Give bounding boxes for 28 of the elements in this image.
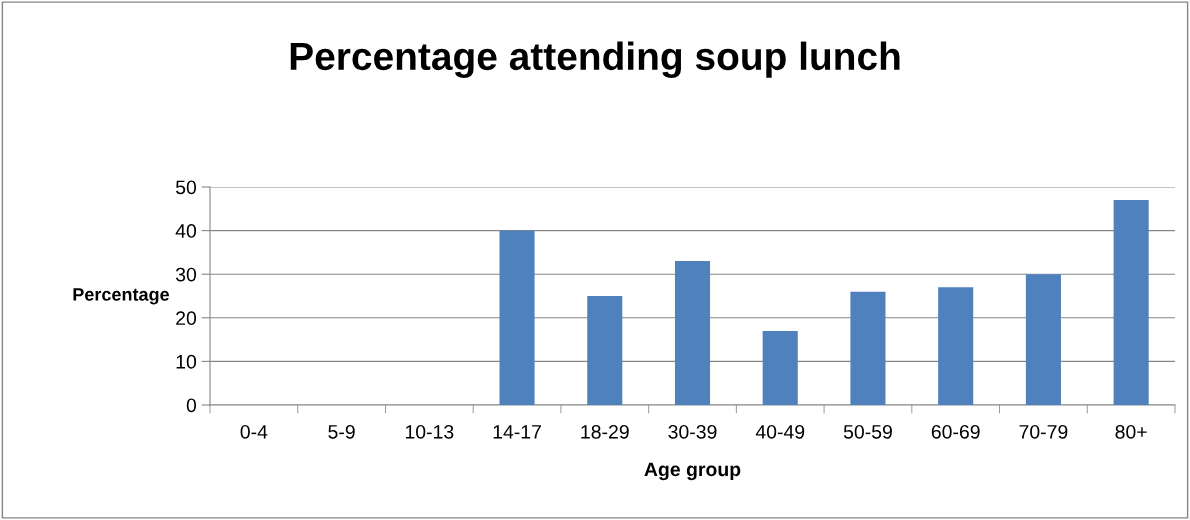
bar xyxy=(938,287,974,405)
y-tick-label: 50 xyxy=(175,180,197,195)
x-tick-label: 14-17 xyxy=(493,425,541,439)
y-axis-title: Percentage xyxy=(73,288,170,305)
x-tick-label: 0-4 xyxy=(240,424,268,439)
x-tick-label: 80+ xyxy=(1115,424,1147,439)
x-axis-title: Age group xyxy=(644,462,741,481)
chart-title: Percentage attending soup lunch xyxy=(290,41,900,79)
x-tick-label: 40-49 xyxy=(755,424,805,439)
bar xyxy=(1113,200,1149,405)
y-tick-label: 10 xyxy=(176,354,197,369)
x-tick-label: 18-29 xyxy=(581,424,629,439)
y-tick-label: 20 xyxy=(176,311,197,326)
y-tick-label: 0 xyxy=(186,398,197,413)
y-tick-label: 30 xyxy=(175,267,197,282)
x-tick-label: 60-69 xyxy=(931,424,980,439)
x-tick-label: 10-13 xyxy=(405,424,454,439)
bar xyxy=(587,296,623,405)
bar xyxy=(1025,274,1061,405)
bar xyxy=(850,291,886,405)
x-tick-label: 70-79 xyxy=(1019,424,1068,439)
bar xyxy=(762,330,798,405)
bar xyxy=(674,261,711,405)
x-tick-label: 30-39 xyxy=(668,424,717,439)
bar xyxy=(499,230,535,405)
y-tick-label: 40 xyxy=(175,224,197,238)
x-tick-label: 50-59 xyxy=(843,424,892,439)
x-tick-label: 5-9 xyxy=(328,424,355,439)
